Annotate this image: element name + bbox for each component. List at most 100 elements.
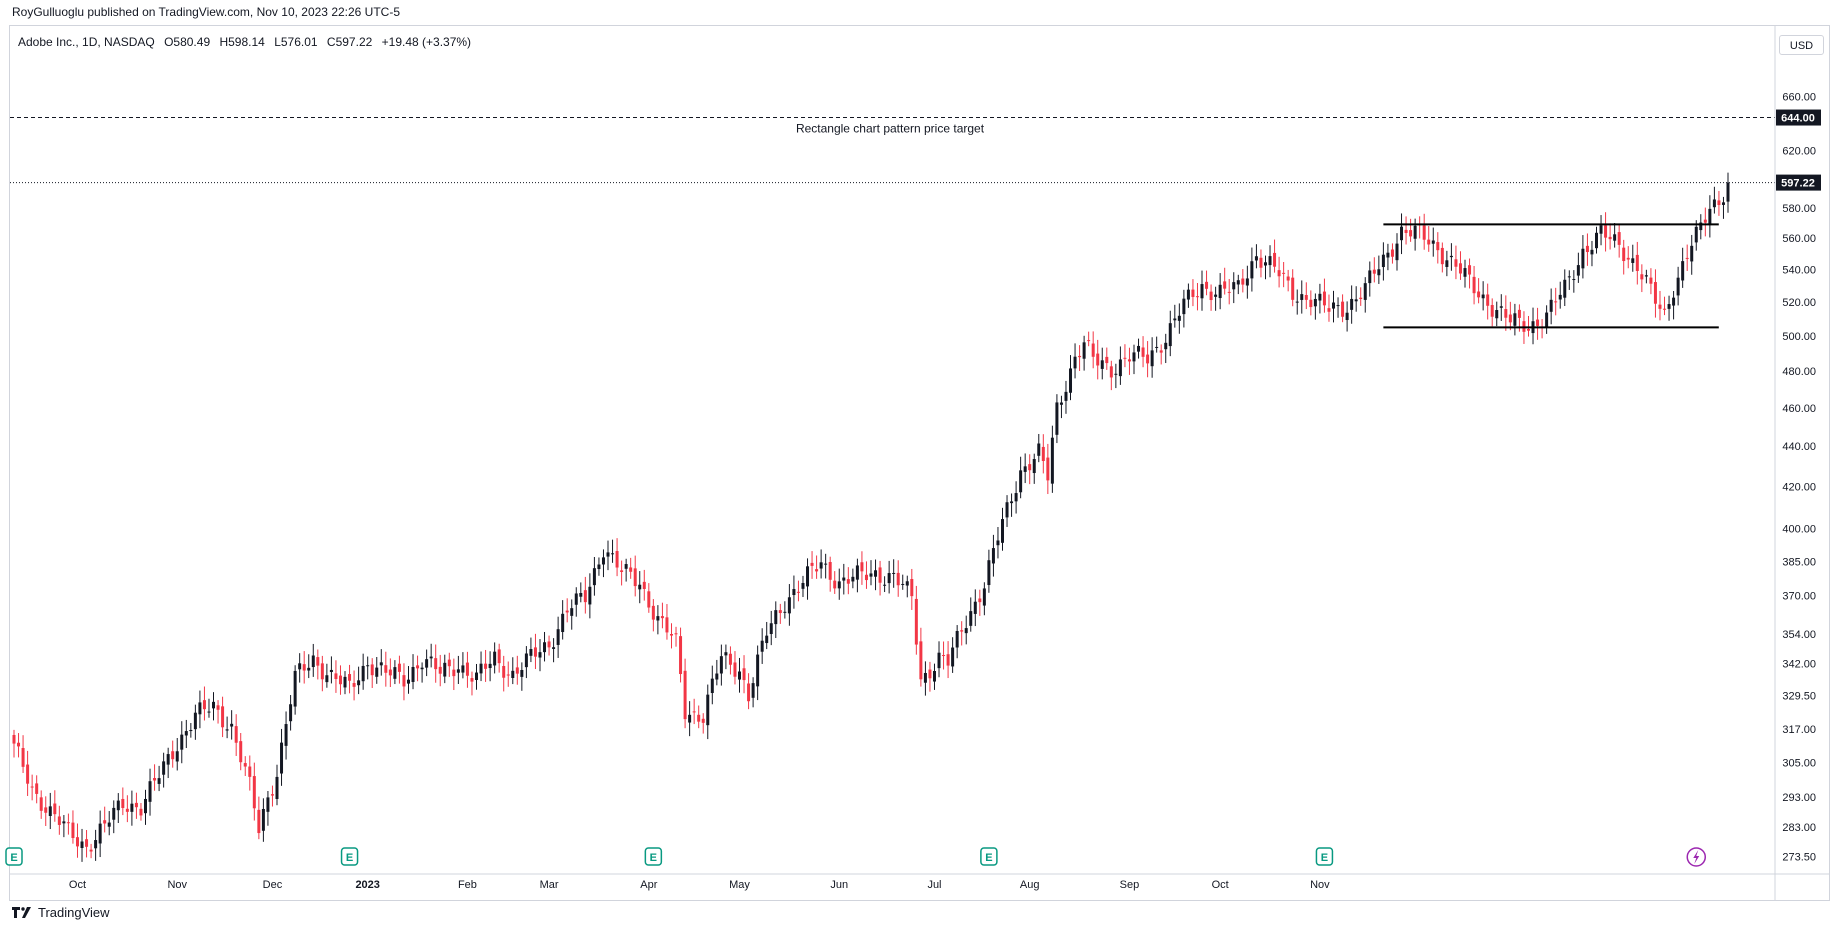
candle [1010, 493, 1014, 517]
candle [157, 765, 161, 792]
candle-body [1694, 226, 1698, 243]
candle-body [1173, 318, 1177, 321]
y-tick-label: 660.00 [1782, 91, 1816, 103]
candle [1028, 454, 1032, 485]
candle [1168, 310, 1172, 357]
candle [1078, 345, 1082, 371]
currency-button[interactable]: USD [1779, 35, 1824, 55]
earnings-label: E [1321, 852, 1328, 864]
candle-body [1377, 269, 1381, 276]
candle [1540, 319, 1544, 339]
candle-body [234, 726, 238, 743]
candle [1227, 278, 1231, 305]
candle [1681, 247, 1685, 288]
candle [266, 791, 270, 826]
candle-body [588, 586, 592, 605]
candle [357, 666, 361, 695]
candle [502, 655, 506, 692]
candle [30, 774, 34, 801]
candle-body [320, 663, 324, 680]
candle-body [738, 671, 742, 680]
candle [583, 576, 587, 614]
candle-body [837, 581, 841, 589]
candle [1286, 269, 1290, 292]
candle [384, 651, 388, 687]
candle-body [307, 667, 311, 671]
candle [783, 601, 787, 619]
candle-body [379, 662, 383, 666]
candle [1164, 333, 1168, 364]
candle [280, 728, 284, 786]
candle [665, 604, 669, 640]
candle [860, 551, 864, 585]
candle [193, 704, 197, 740]
candle-body [488, 663, 492, 669]
candle-body [1699, 222, 1703, 231]
candle [1019, 456, 1023, 499]
x-tick-label: Nov [167, 879, 187, 891]
candle-body [833, 580, 837, 589]
candle [298, 653, 302, 683]
candle [951, 637, 955, 673]
candle [1313, 293, 1317, 320]
candle-body [48, 806, 52, 816]
candle-body [298, 663, 302, 670]
candle [289, 695, 293, 731]
candle-body [697, 714, 701, 722]
earnings-badge [340, 847, 359, 866]
candle [1699, 214, 1703, 240]
x-tick-label: Apr [640, 879, 657, 891]
candle-body [656, 616, 660, 621]
candle-body [982, 588, 986, 606]
earnings-label: E [346, 852, 353, 864]
candle-body [960, 630, 964, 632]
candle-body [139, 808, 143, 816]
candle [901, 574, 905, 590]
candle [1572, 270, 1576, 293]
candle-body [1191, 289, 1195, 297]
candle [225, 716, 229, 739]
chart-pane[interactable] [9, 25, 1830, 901]
candle-body [1078, 355, 1082, 358]
candle [48, 792, 52, 830]
candle-body [1622, 247, 1626, 262]
candle-body [638, 584, 642, 590]
candle [416, 655, 420, 682]
candle-body [543, 642, 547, 653]
candle [1050, 425, 1054, 493]
candle [597, 557, 601, 576]
candle [184, 719, 188, 749]
candle-body [207, 711, 211, 713]
candle-body [710, 678, 714, 694]
candle [216, 700, 220, 724]
candle-body [701, 718, 705, 723]
legend-open: O580.49 [164, 35, 211, 49]
earnings-label: E [650, 852, 657, 864]
candle [1350, 285, 1354, 324]
candle [366, 656, 370, 680]
candle-body [1313, 298, 1317, 307]
candle [456, 655, 460, 684]
candle [1254, 244, 1258, 269]
candle [1236, 274, 1240, 295]
x-tick-label: 2023 [355, 879, 379, 891]
candle-body [1631, 258, 1635, 263]
candle [406, 666, 410, 694]
candle [1690, 234, 1694, 275]
candle-body [1400, 226, 1404, 241]
candle [1141, 336, 1145, 368]
y-tick-label: 500.00 [1782, 331, 1816, 343]
y-tick-label: 540.00 [1782, 265, 1816, 277]
candle-body [289, 704, 293, 722]
y-tick-label: 385.00 [1782, 556, 1816, 568]
y-tick-label: 520.00 [1782, 297, 1816, 309]
candle-body [624, 564, 628, 569]
candle [257, 796, 261, 840]
candle-body [1712, 199, 1716, 208]
candle [180, 721, 184, 764]
candle [12, 729, 16, 758]
candle [624, 558, 628, 582]
candle-body [1263, 262, 1267, 266]
candle-body [1141, 347, 1145, 357]
